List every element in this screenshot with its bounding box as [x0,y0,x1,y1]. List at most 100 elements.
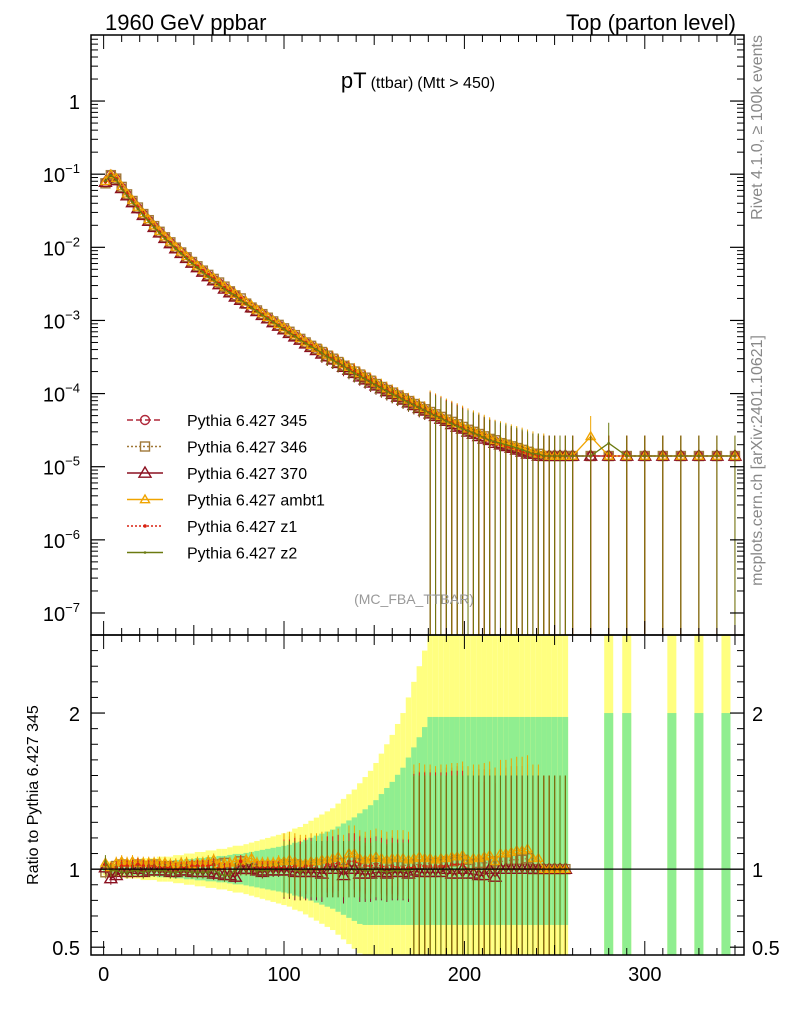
main-ytick-label: 10−6 [43,527,80,553]
series-z2-point [147,869,151,873]
series-z2-point [537,452,540,456]
series-p370-point [103,871,119,884]
series-z2-point [390,869,394,873]
series-z2-point [477,433,481,437]
series-z2-point [488,438,491,442]
series-z2-point [169,242,172,245]
series-z2-point [428,411,432,415]
series-z2-point [152,869,156,873]
series-z2-point [228,874,232,877]
series-z2-point [206,275,210,278]
main-ytick-label-exponent: −7 [65,600,80,615]
series-ambt1-point [105,168,117,179]
series-z2-point [250,306,253,309]
series-z2-point [369,380,372,384]
series-z2-point [179,251,183,255]
series-z2-point [309,345,313,348]
series-z2-point [266,317,270,320]
series-z2-point [466,429,470,433]
series-z2-point [418,406,421,410]
series-z2-point [201,870,205,874]
series-z2-point [109,173,113,177]
series-z2-point [401,869,405,873]
series-z2-point [733,454,737,458]
series-z2-point [136,207,140,210]
series-z2-point [255,309,259,313]
series-z1-point [143,524,147,528]
main-ytick-label-base: 10 [43,531,65,553]
series-p346-point [139,441,151,452]
series-z2-point [217,872,221,876]
main-ytick-label-exponent: −4 [65,381,80,396]
ratio-xtick-label: 100 [267,964,300,986]
series-z2-point [625,454,629,458]
series-z2-point [244,302,248,305]
legend-label-ambt1: Pythia 6.427 ambt1 [187,493,325,510]
series-z2-point [374,383,378,387]
series-z2-point [261,869,264,873]
ratio-z2 [104,775,567,955]
series-z2-point [396,395,399,398]
rivet-label: Rivet 4.1.0, ≥ 100k events [749,35,766,220]
series-z2-point [196,870,199,874]
series-z2-point [190,870,194,874]
main-ytick-label: 10−3 [43,307,80,333]
band-mc [667,713,677,955]
series-z2-point [589,454,592,458]
series-z2-point [455,424,459,428]
legend-label-p345: Pythia 6.427 345 [187,413,307,430]
series-z2-point [174,247,178,250]
series-z2-point [320,351,324,355]
series-z2-point [564,454,567,458]
series-z2-point [185,256,188,260]
legend: Pythia 6.427 345 Pythia 6.427 346 Pythia 6… [127,413,325,563]
series-z2-point [147,219,151,223]
plot-title: pT (ttbar) (Mtt > 450) [341,68,495,93]
series-z2-point [288,331,291,334]
series-ambt1-point [99,175,112,186]
ratio-band [102,635,731,955]
analysis-watermark: (MC_FBA_TTBAR) [354,591,474,607]
series-z2-point [407,869,410,873]
series-z2-point [679,454,683,458]
series-z2-point [380,386,383,390]
series-z2-point [277,324,280,327]
series-z2-point [142,213,145,217]
series-z2-point [542,454,546,458]
header-right: Top (parton level) [566,10,736,35]
series-z2-point [120,187,123,190]
ratio-ytick-label-right: 1 [752,860,763,882]
main-ytick-label: 10−7 [43,600,80,626]
series-z2-point [504,443,508,447]
series-p345-point [139,414,151,426]
series-z2-point [136,869,140,873]
band-mc [604,713,614,955]
series-z2-point [499,441,502,445]
series-z2-point [515,446,519,450]
series-z2-point [558,454,562,458]
series-z2-point [315,348,318,351]
series-z2-point [450,422,454,425]
series-z2-point [131,200,134,204]
series-z2-point [206,870,210,874]
plot-title-cut: (Mtt > 450) [417,75,495,92]
main-ytick-label-base: 1 [69,92,80,114]
header-left: 1960 GeV ppbar [105,10,266,35]
series-z2-point [201,270,205,274]
series-z2-point [363,377,367,381]
series-z2-point [163,236,167,240]
series-z2-point [358,374,362,378]
series-z2-point [336,361,340,365]
ratio-panel-frame [90,634,745,956]
series-z2-point [255,869,259,873]
series-z2-point [661,454,665,458]
main-ytick-label-base: 10 [43,238,65,260]
series-z2-point [152,225,156,229]
series-z1-point [238,859,243,864]
series-p370-point [228,869,243,882]
plot-title-sub: (ttbar) [371,75,414,92]
series-z2-point [169,870,172,874]
series-z2-point [234,294,237,297]
series-p370-point [137,465,153,478]
